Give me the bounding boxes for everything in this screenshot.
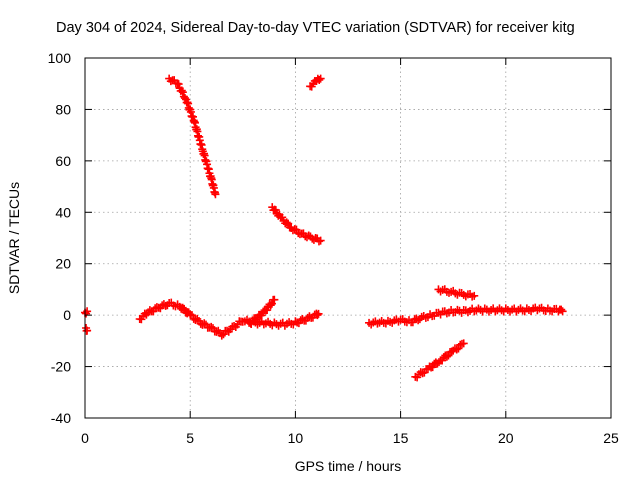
y-tick-label: 40 (55, 204, 71, 220)
data-point (302, 233, 311, 242)
data-point (282, 218, 291, 227)
data-point (470, 291, 479, 300)
y-axis-label: SDTVAR / TECUs (6, 182, 22, 294)
series-arc-f (268, 203, 325, 246)
data-point (191, 315, 200, 324)
data-point (442, 352, 451, 361)
series-arc-d (245, 295, 279, 328)
data-point (223, 326, 232, 335)
series-arc-g (306, 74, 325, 91)
data-point (266, 301, 275, 310)
data-point (257, 311, 266, 320)
x-tick-label: 20 (498, 430, 514, 446)
data-point (200, 319, 209, 328)
plot-frame (84, 57, 612, 419)
data-point (298, 314, 307, 323)
y-tick-label: 20 (55, 256, 71, 272)
data-point (174, 80, 183, 89)
series-arc-b (82, 324, 92, 335)
data-point (187, 311, 196, 320)
y-tick-label: 60 (55, 153, 71, 169)
data-point (316, 74, 325, 83)
data-point (558, 307, 567, 316)
data-point (145, 306, 154, 315)
data-point (177, 86, 186, 95)
x-axis-label: GPS time / hours (295, 458, 402, 474)
data-point (211, 190, 220, 199)
series-arc-e (165, 74, 220, 199)
data-point (178, 88, 187, 97)
data-point (230, 322, 239, 331)
x-tick-labels: 0 5 10 15 20 25 (81, 430, 619, 446)
series-arc-j (434, 285, 479, 301)
data-point (217, 331, 226, 340)
data-points (81, 74, 567, 382)
series-arc-c (135, 298, 323, 340)
series-arc-i (411, 339, 468, 382)
grid-lines (85, 58, 611, 418)
data-point (278, 213, 287, 222)
data-point (557, 305, 566, 314)
data-point (313, 311, 322, 320)
x-tick-label: 0 (81, 430, 89, 446)
y-tick-label: 80 (55, 101, 71, 117)
data-point (291, 317, 300, 326)
data-point (180, 304, 189, 313)
data-point (212, 327, 221, 336)
data-point (316, 236, 325, 245)
data-point (270, 295, 279, 304)
data-point (428, 363, 437, 372)
data-point (263, 306, 272, 315)
data-point (83, 326, 92, 335)
data-point (459, 339, 468, 348)
data-point (315, 76, 324, 85)
data-point (186, 310, 195, 319)
data-point (271, 206, 280, 215)
y-tick-label: 100 (48, 50, 72, 66)
data-point (178, 303, 187, 312)
y-tick-label: -20 (51, 359, 71, 375)
axis-ticks (84, 57, 612, 419)
x-tick-label: 5 (186, 430, 194, 446)
x-tick-label: 10 (288, 430, 304, 446)
data-point (454, 344, 463, 353)
x-tick-label: 15 (393, 430, 409, 446)
data-point (284, 219, 293, 228)
x-tick-label: 25 (603, 430, 619, 446)
y-tick-label: -40 (51, 410, 71, 426)
data-point (207, 322, 216, 331)
data-point (83, 307, 92, 316)
data-point (456, 340, 465, 349)
data-point (180, 94, 189, 103)
y-tick-label: 0 (63, 307, 71, 323)
y-tick-labels: -40 -20 0 20 40 60 80 100 (48, 50, 72, 426)
series-arc-h (365, 303, 567, 329)
data-point (452, 345, 461, 354)
data-point (420, 368, 429, 377)
data-point (305, 312, 314, 321)
data-point (159, 300, 168, 309)
chart-title: Day 304 of 2024, Sidereal Day-to-day VTE… (56, 20, 575, 36)
data-point (314, 309, 323, 318)
